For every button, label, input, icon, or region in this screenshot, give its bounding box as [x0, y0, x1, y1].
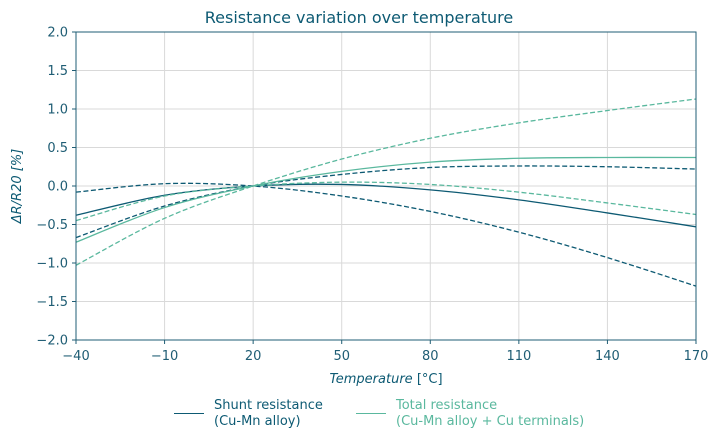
- series-line-total-solid-3: [75, 156, 697, 243]
- x-tick-label-4: 80: [422, 349, 439, 364]
- y-tick-label-0: −2.0: [36, 334, 68, 349]
- x-tick-label-7: 170: [684, 349, 709, 364]
- legend-swatch-shunt: [174, 413, 204, 414]
- series-line-shunt-dashed-1: [75, 182, 697, 287]
- legend-label-shunt: Shunt resistance (Cu-Mn alloy): [214, 398, 323, 429]
- x-axis-label-main: Temperature: [329, 372, 412, 387]
- x-tick-label-6: 140: [595, 349, 620, 364]
- y-tick-label-4: 0.0: [47, 180, 68, 195]
- legend-item-shunt: Shunt resistance (Cu-Mn alloy): [174, 398, 323, 430]
- axes: [72, 31, 697, 344]
- legend-label-total: Total resistance (Cu-Mn alloy + Cu termi…: [396, 398, 585, 429]
- legend-item-total: Total resistance (Cu-Mn alloy + Cu termi…: [356, 398, 584, 430]
- y-tick-label-8: 2.0: [47, 26, 68, 41]
- y-axis-label: ΔR/R20 [%]: [10, 149, 25, 225]
- x-tick-label-2: 20: [245, 349, 262, 364]
- x-axis-label-unit: [°C]: [413, 372, 443, 387]
- y-tick-label-3: −0.5: [36, 218, 68, 233]
- chart-title: Resistance variation over temperature: [204, 8, 514, 27]
- y-tick-label-7: 1.5: [47, 64, 68, 79]
- y-tick-label-6: 1.0: [47, 103, 68, 118]
- series-line-total-dashed-4: [75, 98, 697, 266]
- y-tick-label-1: −1.5: [36, 295, 68, 310]
- x-tick-label-1: −10: [151, 349, 178, 364]
- series-line-shunt-solid-0: [75, 183, 697, 228]
- x-tick-label-0: −40: [62, 349, 89, 364]
- legend: Shunt resistance (Cu-Mn alloy) Total res…: [0, 398, 718, 438]
- x-tick-label-3: 50: [333, 349, 350, 364]
- series-line-shunt-dashed-2: [75, 165, 697, 239]
- legend-swatch-total: [356, 413, 386, 414]
- series-lines: [75, 98, 697, 287]
- x-axis-label: Temperature [°C]: [329, 372, 442, 387]
- x-tick-label-5: 110: [506, 349, 531, 364]
- tick-labels: −40 −10 20 50 80 110 140 170 −2.0 −1.5 −1.0 −0.5 0.0…: [36, 26, 708, 365]
- y-tick-label-5: 0.5: [47, 141, 68, 156]
- series-line-total-dashed-5: [75, 181, 697, 222]
- y-tick-label-2: −1.0: [36, 257, 68, 272]
